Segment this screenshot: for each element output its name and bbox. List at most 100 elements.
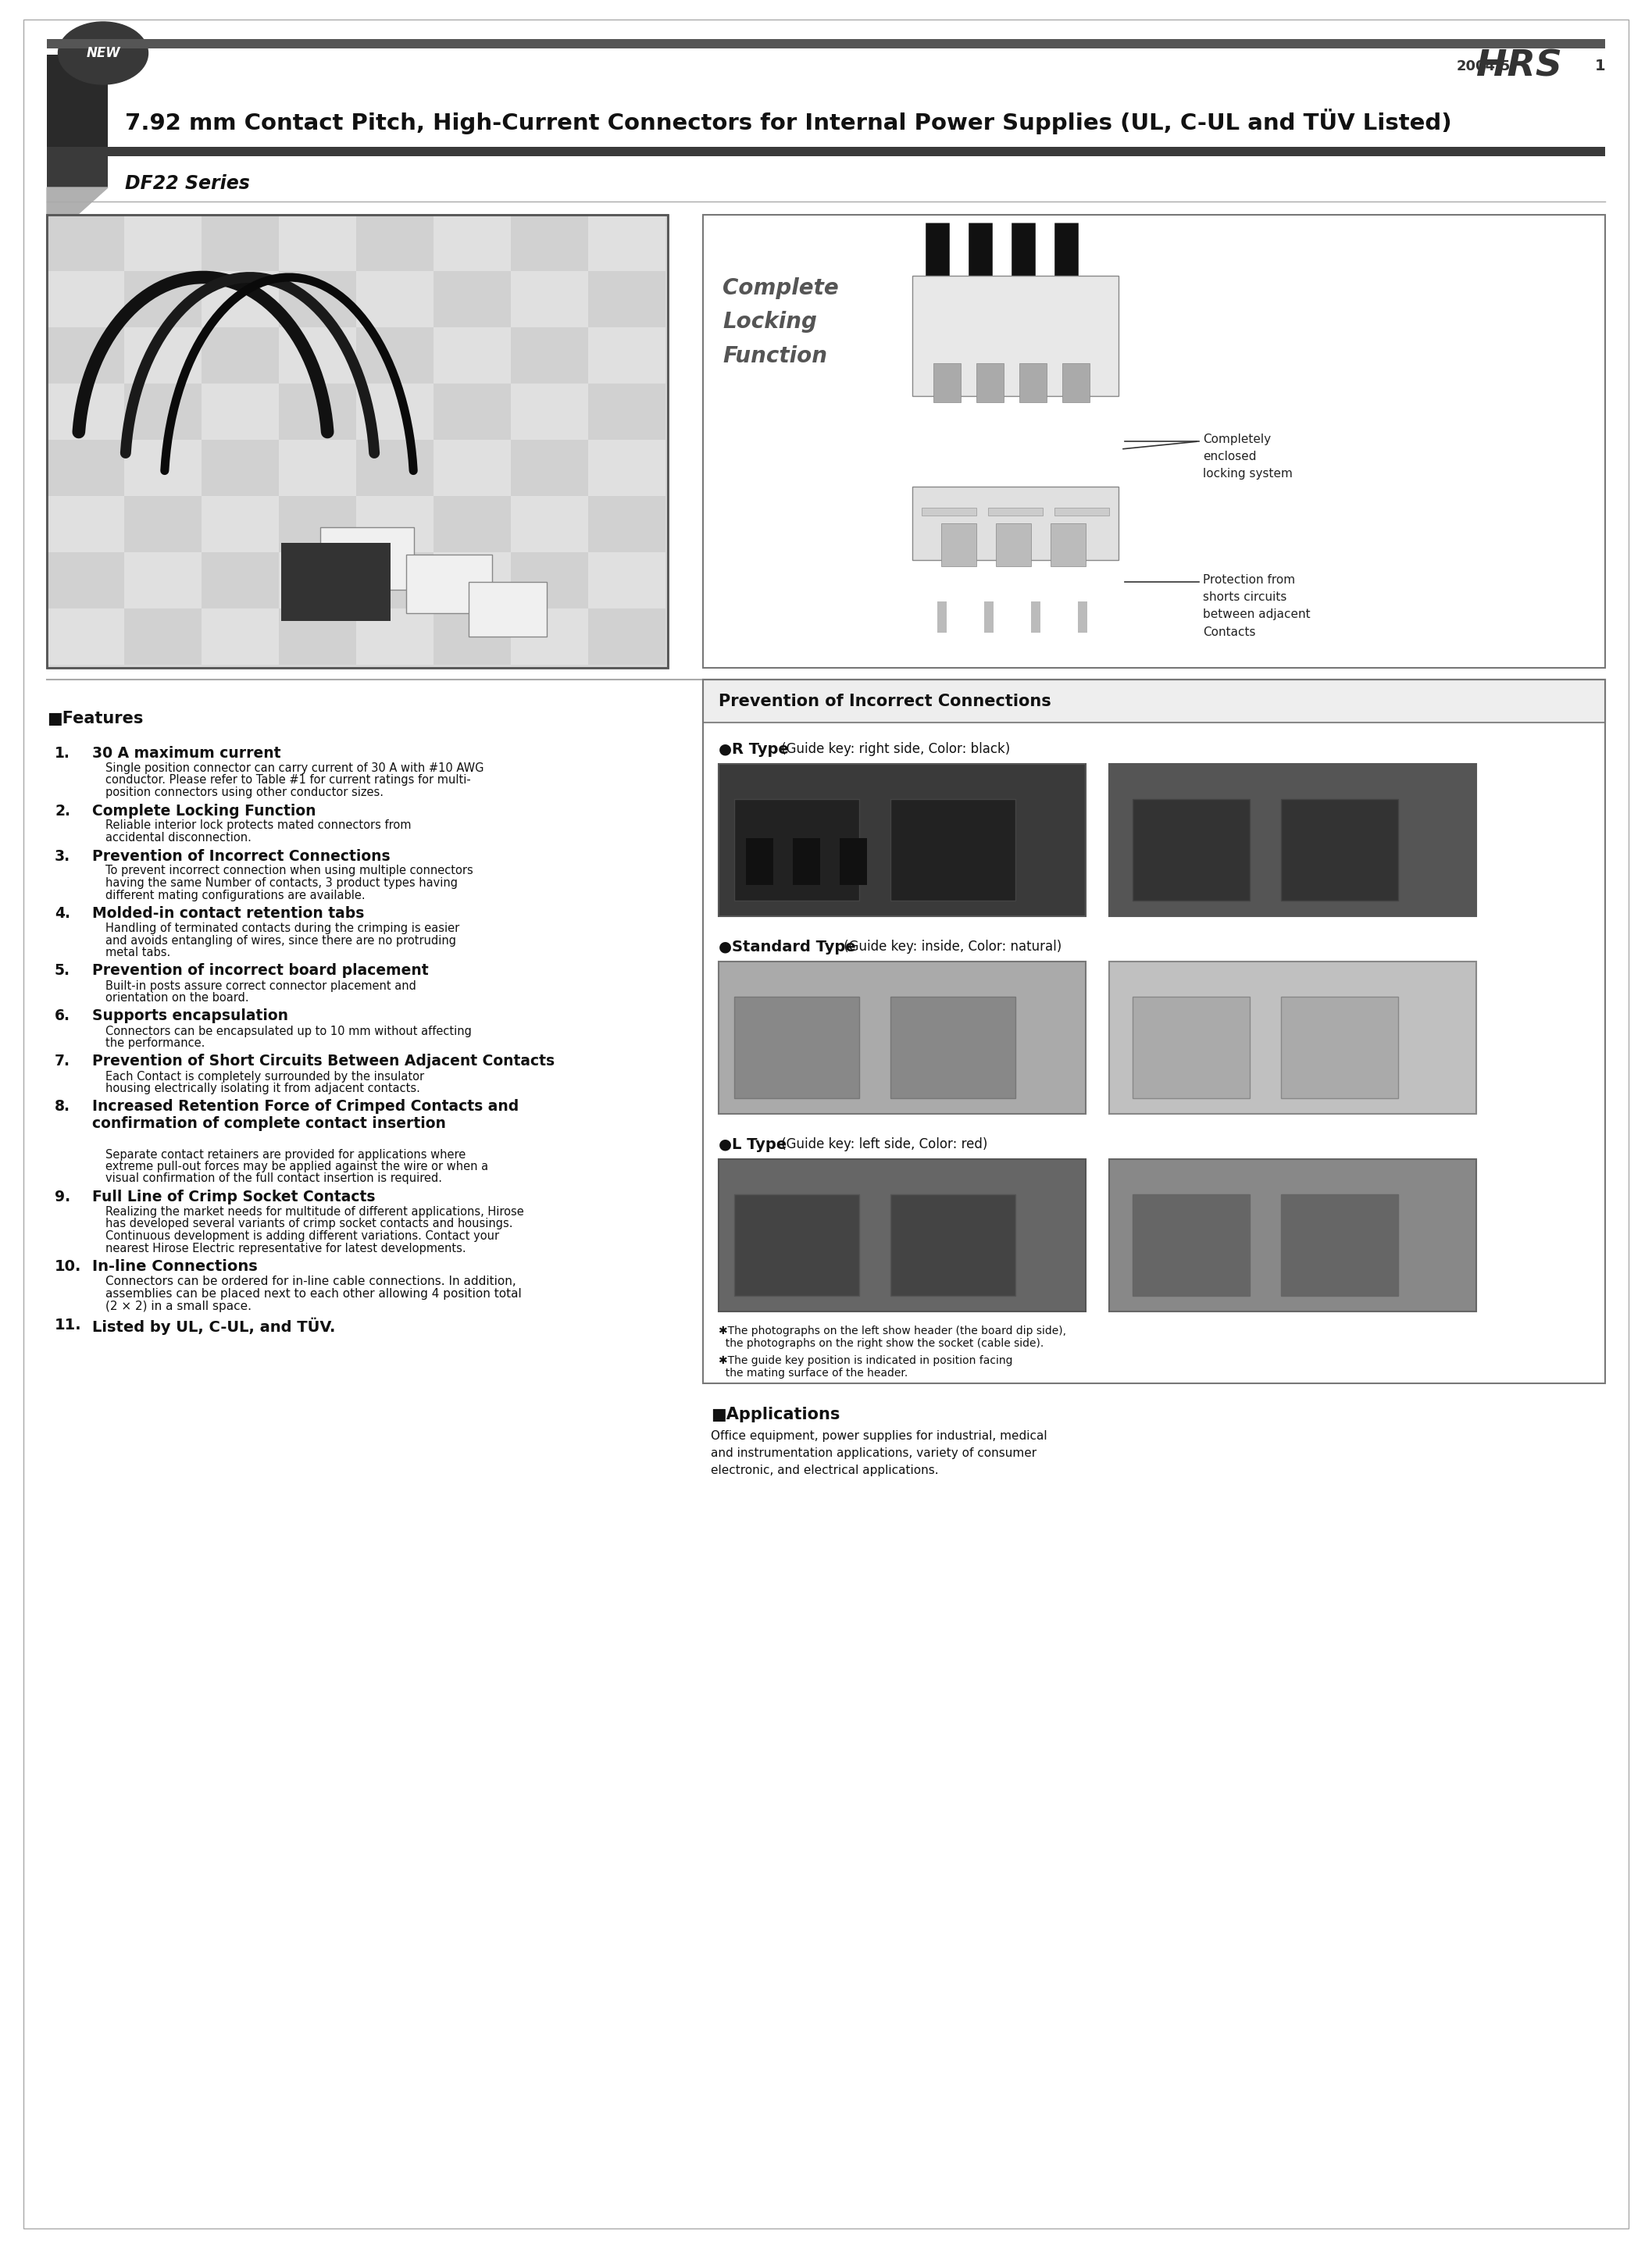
Bar	[1133, 996, 1251, 1099]
Text: position connectors using other conductor sizes.: position connectors using other conducto…	[106, 787, 383, 798]
Bar	[1280, 996, 1398, 1099]
Bar	[510, 609, 588, 665]
Text: ■Features: ■Features	[46, 710, 144, 726]
Bar	[1133, 798, 1251, 901]
Bar	[469, 582, 547, 636]
Text: 30 A maximum current: 30 A maximum current	[93, 746, 281, 760]
Bar	[202, 609, 279, 665]
Bar	[46, 497, 124, 553]
Bar	[1077, 602, 1087, 632]
Bar	[202, 328, 279, 384]
Bar	[890, 996, 1016, 1099]
Bar	[46, 328, 124, 384]
Bar	[124, 216, 202, 272]
Bar	[588, 328, 666, 384]
Bar	[433, 497, 510, 553]
Bar	[719, 764, 1085, 917]
Bar	[433, 328, 510, 384]
Bar	[46, 54, 107, 153]
Bar	[510, 441, 588, 497]
Bar	[988, 508, 1042, 515]
Bar	[985, 602, 993, 632]
Bar	[279, 441, 357, 497]
Bar	[357, 216, 433, 272]
Bar	[202, 216, 279, 272]
Text: has developed several variants of crimp socket contacts and housings.: has developed several variants of crimp …	[106, 1218, 512, 1230]
Bar	[747, 839, 773, 886]
Text: confirmation of complete contact insertion: confirmation of complete contact inserti…	[93, 1115, 446, 1131]
Bar	[588, 441, 666, 497]
Bar	[46, 216, 667, 668]
Bar	[357, 553, 433, 609]
Bar	[202, 272, 279, 328]
Bar	[510, 497, 588, 553]
Text: 2.: 2.	[55, 803, 71, 818]
Text: 1: 1	[1594, 58, 1606, 74]
Text: Prevention of Incorrect Connections: Prevention of Incorrect Connections	[93, 850, 390, 863]
Bar	[46, 553, 124, 609]
Bar	[1133, 1194, 1251, 1295]
Bar	[890, 798, 1016, 901]
Text: ■Applications: ■Applications	[710, 1407, 839, 1423]
Bar	[588, 216, 666, 272]
Bar	[357, 497, 433, 553]
FancyBboxPatch shape	[912, 277, 1118, 396]
Bar	[704, 679, 1606, 1383]
Bar	[433, 553, 510, 609]
Text: Reliable interior lock protects mated connectors from: Reliable interior lock protects mated co…	[106, 821, 411, 832]
Bar	[1019, 364, 1047, 402]
Text: conductor. Please refer to Table #1 for current ratings for multi-: conductor. Please refer to Table #1 for …	[106, 776, 471, 787]
Bar	[1280, 798, 1398, 901]
Bar	[733, 996, 859, 1099]
Text: Office equipment, power supplies for industrial, medical
and instrumentation app: Office equipment, power supplies for ind…	[710, 1430, 1047, 1477]
Text: 4.: 4.	[55, 906, 71, 922]
Text: 10.: 10.	[55, 1259, 81, 1275]
Bar	[46, 441, 124, 497]
Bar	[279, 497, 357, 553]
Bar	[510, 553, 588, 609]
Bar	[976, 364, 1004, 402]
Bar	[202, 553, 279, 609]
Bar	[839, 839, 867, 886]
Text: 8.: 8.	[55, 1099, 71, 1115]
Bar	[124, 497, 202, 553]
Bar	[279, 328, 357, 384]
Bar	[46, 272, 124, 328]
Bar	[357, 609, 433, 665]
Text: ●R Type: ●R Type	[719, 742, 788, 758]
Text: 11.: 11.	[55, 1317, 81, 1333]
Text: Molded-in contact retention tabs: Molded-in contact retention tabs	[93, 906, 365, 922]
Bar	[202, 441, 279, 497]
Text: Prevention of Incorrect Connections: Prevention of Incorrect Connections	[719, 695, 1051, 708]
Bar	[1062, 364, 1090, 402]
Bar	[279, 553, 357, 609]
Text: 6.: 6.	[55, 1009, 71, 1023]
Bar	[124, 328, 202, 384]
Bar	[124, 384, 202, 441]
Text: (Guide key: right side, Color: black): (Guide key: right side, Color: black)	[776, 742, 1009, 755]
Text: Built-in posts assure correct connector placement and: Built-in posts assure correct connector …	[106, 980, 416, 991]
Bar	[588, 553, 666, 609]
Text: Single position connector can carry current of 30 A with #10 AWG: Single position connector can carry curr…	[106, 762, 484, 773]
Text: having the same Number of contacts, 3 product types having: having the same Number of contacts, 3 pr…	[106, 877, 458, 888]
Text: accidental disconnection.: accidental disconnection.	[106, 832, 251, 843]
Text: extreme pull-out forces may be applied against the wire or when a: extreme pull-out forces may be applied a…	[106, 1160, 489, 1173]
Text: Each Contact is completely surrounded by the insulator: Each Contact is completely surrounded by…	[106, 1070, 425, 1081]
Bar	[279, 384, 357, 441]
Bar	[124, 553, 202, 609]
Bar	[202, 497, 279, 553]
Bar	[46, 216, 124, 272]
Bar	[719, 1160, 1085, 1311]
Text: assemblies can be placed next to each other allowing 4 position total: assemblies can be placed next to each ot…	[106, 1288, 522, 1299]
Bar	[433, 216, 510, 272]
Bar	[357, 441, 433, 497]
Bar	[937, 602, 947, 632]
Text: Completely
enclosed
locking system: Completely enclosed locking system	[1203, 434, 1292, 479]
Bar	[942, 524, 976, 566]
Text: 9.: 9.	[55, 1189, 71, 1205]
Text: Complete
Locking
Function: Complete Locking Function	[722, 277, 839, 366]
Bar	[46, 38, 1606, 49]
Bar	[1108, 962, 1477, 1113]
Bar	[279, 272, 357, 328]
Bar	[281, 542, 390, 620]
